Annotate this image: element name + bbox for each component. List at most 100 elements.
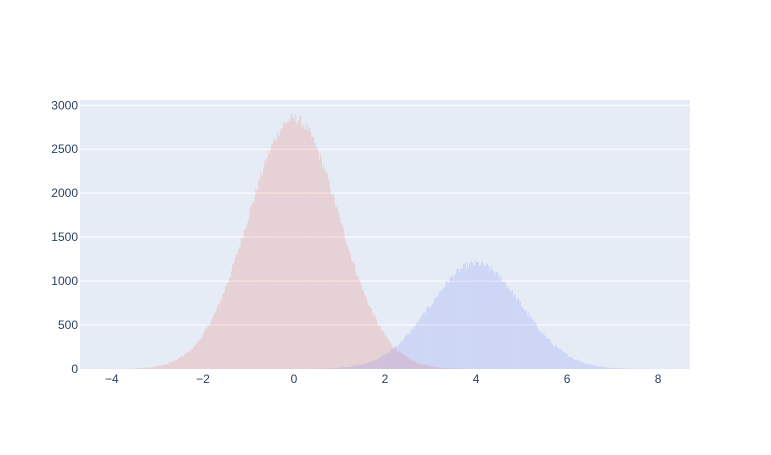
histogram-bar — [258, 179, 259, 369]
histogram-bar — [222, 294, 223, 369]
histogram-bar — [156, 366, 157, 369]
histogram-bar — [539, 330, 540, 369]
histogram-bar — [279, 135, 280, 369]
histogram-bar — [197, 344, 198, 369]
histogram-bar — [329, 180, 330, 369]
histogram-bar — [351, 261, 352, 369]
histogram-bar — [311, 137, 312, 369]
histogram-bar — [566, 354, 567, 369]
histogram-bar — [610, 368, 611, 369]
histogram-bar — [337, 206, 338, 369]
histogram-bar — [304, 129, 305, 369]
histogram-bar — [357, 365, 358, 369]
histogram-bar — [173, 362, 174, 369]
histogram-bar — [203, 334, 204, 369]
histogram-bar — [333, 368, 334, 369]
histogram-bar — [478, 262, 479, 369]
histogram-bar — [450, 278, 451, 369]
histogram-bar — [481, 263, 482, 369]
histogram-bar — [516, 300, 517, 369]
histogram-bar — [282, 128, 283, 369]
histogram-bar — [518, 298, 519, 369]
histogram-bar — [486, 263, 487, 369]
histogram-bar — [378, 359, 379, 369]
histogram-bar — [496, 272, 497, 369]
histogram-bar — [266, 157, 267, 369]
histogram-bar — [351, 367, 352, 369]
histogram-bar — [538, 329, 539, 369]
histogram-bar — [595, 366, 596, 369]
histogram-bar — [579, 362, 580, 369]
histogram-bar — [567, 354, 568, 369]
histogram-bar — [272, 144, 273, 369]
y-tick-label: 500 — [58, 318, 78, 332]
histogram-bar — [373, 360, 374, 369]
histogram-bar — [354, 264, 355, 369]
histogram-bar — [561, 350, 562, 369]
histogram-bar — [163, 365, 164, 369]
histogram-bar — [206, 328, 207, 369]
histogram-bar — [347, 367, 348, 369]
histogram-bar — [220, 300, 221, 369]
histogram-bar — [507, 286, 508, 369]
histogram-bar — [224, 291, 225, 369]
histogram-bar — [374, 361, 375, 369]
histogram-bar — [454, 276, 455, 369]
histogram-bar — [602, 367, 603, 369]
histogram-bar — [445, 287, 446, 369]
histogram-bar — [338, 368, 339, 369]
histogram-bar — [331, 368, 332, 369]
histogram-bar — [430, 307, 431, 369]
histogram-bar — [617, 368, 618, 369]
histogram-bar — [175, 360, 176, 369]
histogram-bar — [326, 173, 327, 369]
histogram-bar — [244, 230, 245, 369]
histogram-bar — [148, 368, 149, 369]
histogram-bar — [509, 290, 510, 369]
histogram-bar — [416, 322, 417, 369]
histogram-bar — [368, 306, 369, 369]
histogram-bar — [531, 317, 532, 369]
histogram-bar — [362, 364, 363, 369]
histogram-bar — [207, 328, 208, 369]
histogram-bar — [361, 286, 362, 369]
y-tick-label: 2500 — [51, 142, 78, 156]
histogram-bar — [522, 307, 523, 369]
histogram-bar — [331, 194, 332, 369]
histogram-bar — [237, 255, 238, 369]
histogram-bar — [209, 326, 210, 369]
histogram-bar — [348, 249, 349, 369]
histogram-bar — [574, 359, 575, 369]
x-tick-label: −2 — [196, 372, 210, 386]
histogram-bar — [139, 368, 140, 369]
histogram-bar — [526, 310, 527, 369]
histogram-bar — [360, 364, 361, 369]
histogram-bar — [221, 300, 222, 369]
histogram-bar — [295, 114, 296, 369]
histogram-bar — [199, 341, 200, 369]
histogram-bar — [219, 305, 220, 369]
histogram-bar — [185, 354, 186, 369]
histogram-bar — [157, 366, 158, 369]
histogram-bar — [386, 353, 387, 369]
histogram-bar — [472, 263, 473, 369]
histogram-bar — [215, 312, 216, 369]
y-tick-label: 1000 — [51, 274, 78, 288]
x-tick-label: −4 — [105, 372, 119, 386]
histogram-bar — [291, 114, 292, 369]
histogram-bar — [425, 314, 426, 369]
histogram-bar — [293, 117, 294, 369]
histogram-bar — [535, 321, 536, 369]
histogram-bar — [211, 319, 212, 369]
histogram-bar — [358, 365, 359, 369]
histogram-bar — [294, 120, 295, 369]
histogram-bar — [342, 367, 343, 369]
histogram-bar — [297, 124, 298, 369]
histogram-bar — [204, 332, 205, 369]
histogram-bar — [180, 357, 181, 369]
histogram-bar — [393, 348, 394, 369]
histogram-bar — [243, 238, 244, 369]
histogram-bar — [186, 353, 187, 369]
histogram-bar — [230, 277, 231, 369]
histogram-bar — [461, 269, 462, 369]
